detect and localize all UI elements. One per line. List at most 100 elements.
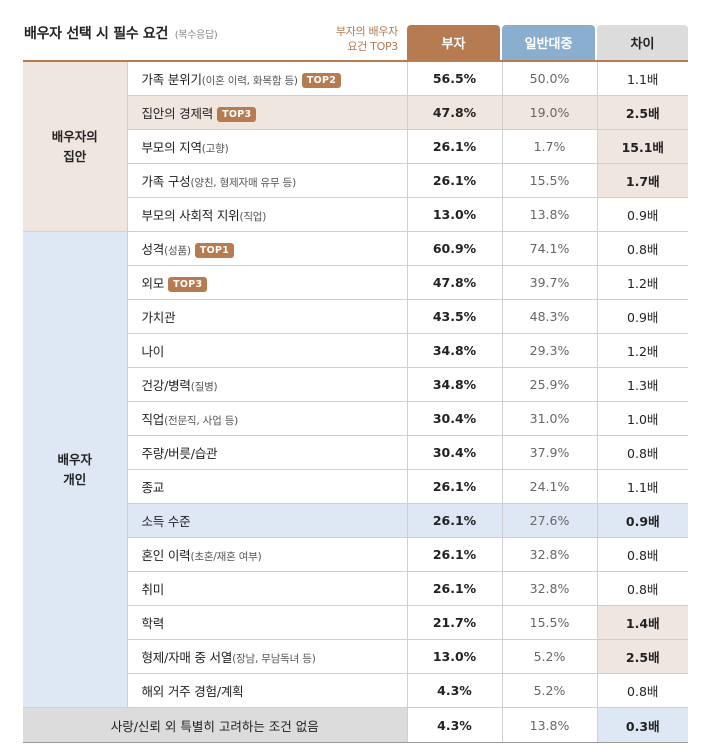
diff-value: 1.0배 xyxy=(597,401,688,436)
top3-legend-line1: 부자의 배우자 xyxy=(335,25,398,38)
rich-value: 26.1% xyxy=(407,537,503,572)
general-value: 5.2% xyxy=(502,673,598,708)
general-value: 15.5% xyxy=(502,163,598,198)
general-value: 29.3% xyxy=(502,333,598,368)
general-value: 13.8% xyxy=(502,197,598,232)
general-value: 5.2% xyxy=(502,639,598,674)
requirement-label: 가족 분위기(이혼 이력, 화목함 등) TOP2 xyxy=(127,60,408,96)
general-value: 50.0% xyxy=(502,60,598,96)
general-value: 32.8% xyxy=(502,537,598,572)
rich-value: 47.8% xyxy=(407,265,503,300)
rich-value: 26.1% xyxy=(407,469,503,504)
requirement-label: 해외 거주 경험/계획 xyxy=(127,673,408,708)
table-row: 취미 26.1% 32.8% 0.8배 xyxy=(23,571,688,606)
requirement-name: 가족 구성 xyxy=(141,174,191,189)
footer-general-value: 13.8% xyxy=(502,707,598,743)
table-row: 종교 26.1% 24.1% 1.1배 xyxy=(23,469,688,504)
diff-value: 1.4배 xyxy=(597,605,688,640)
general-value: 32.8% xyxy=(502,571,598,606)
requirement-note: (성품) xyxy=(164,245,191,257)
requirement-label: 외모 TOP3 xyxy=(127,265,408,300)
diff-value: 0.8배 xyxy=(597,537,688,572)
diff-value: 1.7배 xyxy=(597,163,688,198)
diff-value: 0.8배 xyxy=(597,435,688,470)
requirement-name: 가치관 xyxy=(141,310,176,325)
requirement-label: 가치관 xyxy=(127,299,408,334)
requirement-label: 부모의 지역(고향) xyxy=(127,129,408,164)
requirement-name: 소득 수준 xyxy=(141,514,191,529)
table-title: 배우자 선택 시 필수 요건 (복수응답) xyxy=(24,23,218,43)
requirement-note: (질병) xyxy=(190,381,218,393)
top-rank-badge: TOP3 xyxy=(217,107,257,122)
requirement-name: 부모의 지역 xyxy=(141,140,202,155)
rich-value: 34.8% xyxy=(407,333,503,368)
table-row: 직업(전문직, 사업 등) 30.4% 31.0% 1.0배 xyxy=(23,401,688,436)
rich-value: 26.1% xyxy=(407,503,503,538)
table-row: 배우자 개인 성격(성품) TOP1 60.9% 74.1% 0.8배 xyxy=(23,231,688,708)
rich-value: 13.0% xyxy=(407,639,503,674)
requirement-note: (이혼 이력, 화목함 등) xyxy=(201,75,298,87)
requirement-name: 건강/병력 xyxy=(141,378,191,393)
table-row: 소득 수준 26.1% 27.6% 0.9배 xyxy=(23,503,688,538)
requirement-label: 건강/병력(질병) xyxy=(127,367,408,402)
diff-value: 15.1배 xyxy=(597,129,688,164)
category-personal: 배우자 개인 xyxy=(23,231,128,708)
requirement-label: 주량/버릇/습관 xyxy=(127,435,408,470)
table-row: 학력 21.7% 15.5% 1.4배 xyxy=(23,605,688,640)
header-general: 일반대중 xyxy=(502,25,595,60)
rich-value: 26.1% xyxy=(407,129,503,164)
table-row: 부모의 사회적 지위(직업) 13.0% 13.8% 0.9배 xyxy=(23,197,688,232)
general-value: 27.6% xyxy=(502,503,598,538)
table-row: 나이 34.8% 29.3% 1.2배 xyxy=(23,333,688,368)
diff-value: 1.1배 xyxy=(597,469,688,504)
rich-value: 60.9% xyxy=(407,231,503,266)
requirement-note: (전문직, 사업 등) xyxy=(164,415,239,427)
requirement-label: 집안의 경제력 TOP3 xyxy=(127,95,408,130)
rich-value: 34.8% xyxy=(407,367,503,402)
table-row: 주량/버릇/습관 30.4% 37.9% 0.8배 xyxy=(23,435,688,470)
table-row: 형제/자매 중 서열(장남, 무남독녀 등) 13.0% 5.2% 2.5배 xyxy=(23,639,688,674)
general-value: 48.3% xyxy=(502,299,598,334)
top3-legend-line2: 요건 TOP3 xyxy=(347,40,398,53)
requirement-name: 주량/버릇/습관 xyxy=(141,446,218,461)
requirement-note: (장남, 무남독녀 등) xyxy=(232,653,316,665)
requirement-label: 성격(성품) TOP1 xyxy=(127,231,408,266)
requirement-label: 혼인 이력(초혼/재혼 여부) xyxy=(127,537,408,572)
requirement-note: (양친, 형제자매 유무 등) xyxy=(190,177,296,189)
requirement-name: 성격 xyxy=(141,242,165,257)
footer-diff-value: 0.3배 xyxy=(597,707,688,743)
requirement-name: 취미 xyxy=(141,582,165,597)
top3-legend: 부자의 배우자 요건 TOP3 xyxy=(316,24,398,54)
general-value: 37.9% xyxy=(502,435,598,470)
requirement-note: (고향) xyxy=(201,143,229,155)
diff-value: 0.8배 xyxy=(597,231,688,266)
rich-value: 21.7% xyxy=(407,605,503,640)
diff-value: 1.2배 xyxy=(597,265,688,300)
category-family-line2: 집안 xyxy=(63,148,87,164)
header-diff: 차이 xyxy=(597,25,688,60)
requirement-name: 집안의 경제력 xyxy=(141,106,214,121)
diff-value: 1.2배 xyxy=(597,333,688,368)
rich-value: 30.4% xyxy=(407,435,503,470)
requirement-label: 나이 xyxy=(127,333,408,368)
category-family-line1: 배우자의 xyxy=(51,128,98,144)
rich-value: 47.8% xyxy=(407,95,503,130)
requirement-note: (직업) xyxy=(239,211,267,223)
requirement-label: 취미 xyxy=(127,571,408,606)
diff-value: 1.3배 xyxy=(597,367,688,402)
requirement-label: 소득 수준 xyxy=(127,503,408,538)
table-row: 가족 구성(양친, 형제자매 유무 등) 26.1% 15.5% 1.7배 xyxy=(23,163,688,198)
general-value: 1.7% xyxy=(502,129,598,164)
general-value: 15.5% xyxy=(502,605,598,640)
rich-value: 26.1% xyxy=(407,163,503,198)
diff-value: 0.9배 xyxy=(597,299,688,334)
requirement-note: (초혼/재혼 여부) xyxy=(190,551,262,563)
footer-rich-value: 4.3% xyxy=(407,707,503,743)
rich-value: 13.0% xyxy=(407,197,503,232)
requirement-name: 나이 xyxy=(141,344,165,359)
rich-value: 56.5% xyxy=(407,60,503,96)
general-value: 24.1% xyxy=(502,469,598,504)
general-value: 25.9% xyxy=(502,367,598,402)
top-rank-badge: TOP1 xyxy=(194,243,235,258)
